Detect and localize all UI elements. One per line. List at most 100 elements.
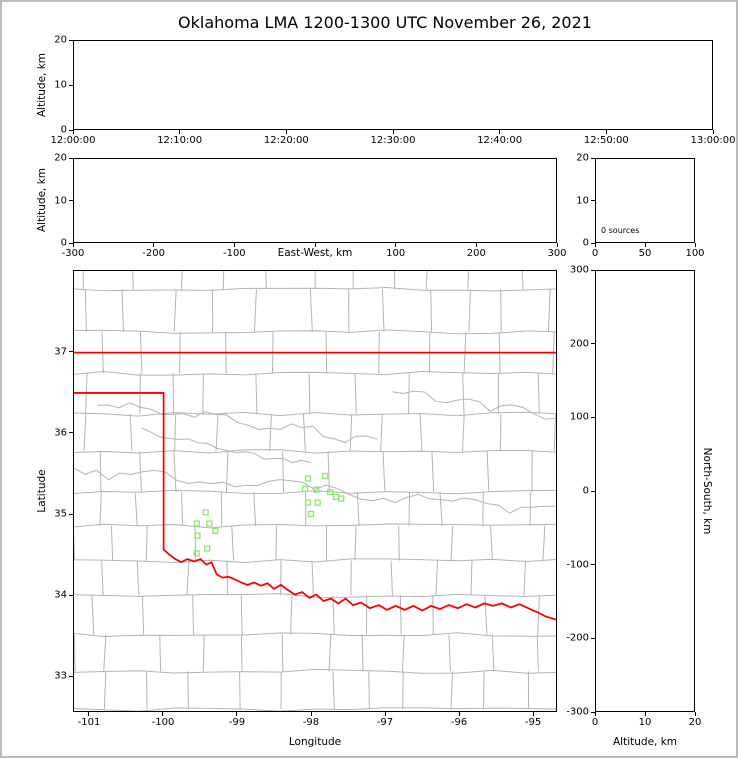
county-line	[290, 595, 293, 635]
x-tick-mark	[72, 243, 74, 247]
county-line	[145, 525, 148, 561]
river-line	[97, 402, 378, 444]
lma-station-marker	[321, 472, 329, 480]
y-tick-label: -100	[566, 559, 589, 571]
county-line	[521, 271, 524, 290]
x-tick-label: 100	[685, 248, 705, 259]
county-line	[425, 271, 428, 290]
x-tick-mark	[594, 243, 596, 247]
y-tick-mark	[69, 84, 73, 86]
county-line	[382, 451, 386, 493]
county-line	[431, 451, 435, 493]
y-tick-label: 10	[54, 79, 67, 91]
latitude-axis-label: Latitude	[36, 469, 48, 513]
lma-station-marker	[302, 485, 309, 493]
lma-station-marker	[304, 499, 312, 506]
county-line	[332, 671, 335, 710]
y-tick-mark	[69, 39, 73, 41]
county-line	[194, 525, 197, 561]
county-line	[439, 491, 443, 526]
x-tick-label: -96	[450, 717, 468, 728]
x-tick-mark	[694, 712, 696, 716]
x-tick-label: -300	[61, 248, 85, 259]
county-line	[159, 634, 162, 672]
county-line	[361, 634, 364, 672]
county-line	[408, 373, 410, 415]
y-tick-label: 20	[54, 152, 67, 164]
county-line	[390, 560, 393, 596]
county-line	[281, 634, 284, 672]
county-line	[129, 414, 133, 452]
county-line	[99, 451, 102, 493]
county-line	[99, 491, 102, 526]
y-tick-mark	[591, 637, 595, 639]
county-line	[103, 634, 107, 672]
x-tick-mark	[285, 130, 287, 134]
lma-station-marker	[204, 545, 211, 552]
county-line	[74, 411, 556, 417]
lma-station-marker	[338, 495, 345, 502]
x-tick-mark	[458, 712, 460, 716]
x-tick-mark	[644, 243, 646, 247]
lma-station-marker	[327, 488, 334, 496]
county-line	[74, 632, 556, 637]
x-tick-label: 10	[638, 717, 652, 728]
county-line	[430, 289, 433, 332]
county-line	[368, 671, 370, 710]
county-line	[380, 414, 383, 452]
y-tick-mark	[69, 513, 73, 515]
county-line	[186, 560, 190, 596]
county-line	[484, 595, 488, 635]
county-line	[435, 560, 439, 596]
x-tick-label: 12:50:00	[583, 135, 629, 146]
ns-altitude-axis-label: Altitude, km	[612, 736, 678, 748]
y-tick-label: 36	[54, 427, 67, 439]
x-tick-label: -98	[302, 717, 320, 728]
county-line	[419, 414, 423, 452]
x-tick-label: 20	[688, 717, 702, 728]
county-line	[282, 451, 285, 493]
county-line	[332, 595, 335, 635]
x-tick-mark	[499, 130, 501, 134]
county-line	[101, 560, 104, 596]
county-line	[462, 414, 465, 452]
county-line	[356, 491, 360, 526]
y-tick-mark	[591, 343, 595, 345]
county-line	[537, 595, 540, 635]
x-tick-mark	[556, 243, 558, 247]
y-tick-mark	[591, 711, 595, 713]
x-tick-label: -200	[142, 248, 166, 259]
lma-station-marker	[313, 486, 320, 493]
county-line	[136, 560, 140, 596]
river-line	[74, 467, 556, 514]
y-tick-mark	[591, 564, 595, 566]
county-line	[74, 668, 556, 674]
x-tick-mark	[179, 130, 181, 134]
county-line	[181, 271, 183, 290]
county-line	[275, 525, 278, 561]
time-height-ylabel: Altitude, km	[36, 52, 48, 118]
y-tick-label: 33	[54, 670, 67, 682]
county-line	[490, 525, 493, 561]
county-line	[84, 289, 87, 332]
y-tick-label: 37	[54, 346, 67, 358]
county-line	[327, 451, 330, 493]
y-tick-label: 200	[569, 338, 589, 350]
county-line	[468, 289, 471, 332]
y-tick-mark	[69, 675, 73, 677]
county-line	[141, 595, 145, 635]
county-line	[74, 535, 76, 561]
x-tick-mark	[233, 243, 235, 247]
county-line	[82, 271, 85, 290]
county-line	[253, 289, 257, 332]
x-tick-mark	[605, 130, 607, 134]
y-tick-mark	[591, 242, 595, 244]
county-line	[134, 491, 138, 526]
county-line	[103, 671, 107, 710]
x-tick-label: 50	[638, 248, 652, 259]
x-tick-mark	[153, 243, 155, 247]
county-line	[354, 525, 357, 561]
county-line	[470, 560, 473, 596]
county-line	[486, 451, 490, 493]
county-line	[225, 451, 229, 493]
